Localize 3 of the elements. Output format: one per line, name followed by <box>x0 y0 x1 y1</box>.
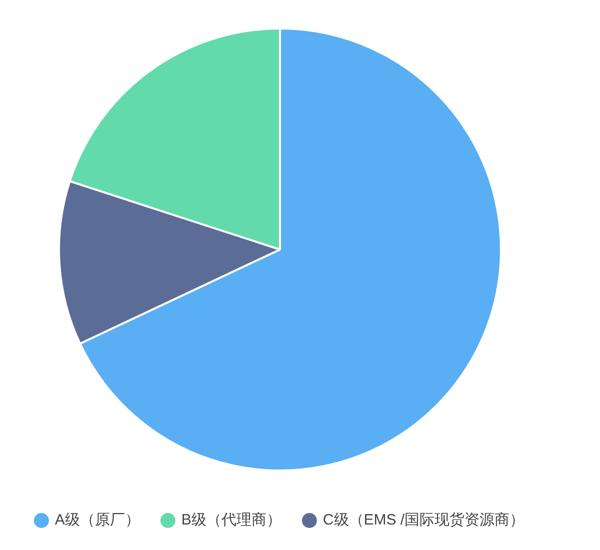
legend-label: B级（代理商） <box>181 512 282 529</box>
legend-label: C级（EMS /国际现货资源商） <box>322 512 525 529</box>
legend-label: A级（原厂） <box>54 512 140 529</box>
